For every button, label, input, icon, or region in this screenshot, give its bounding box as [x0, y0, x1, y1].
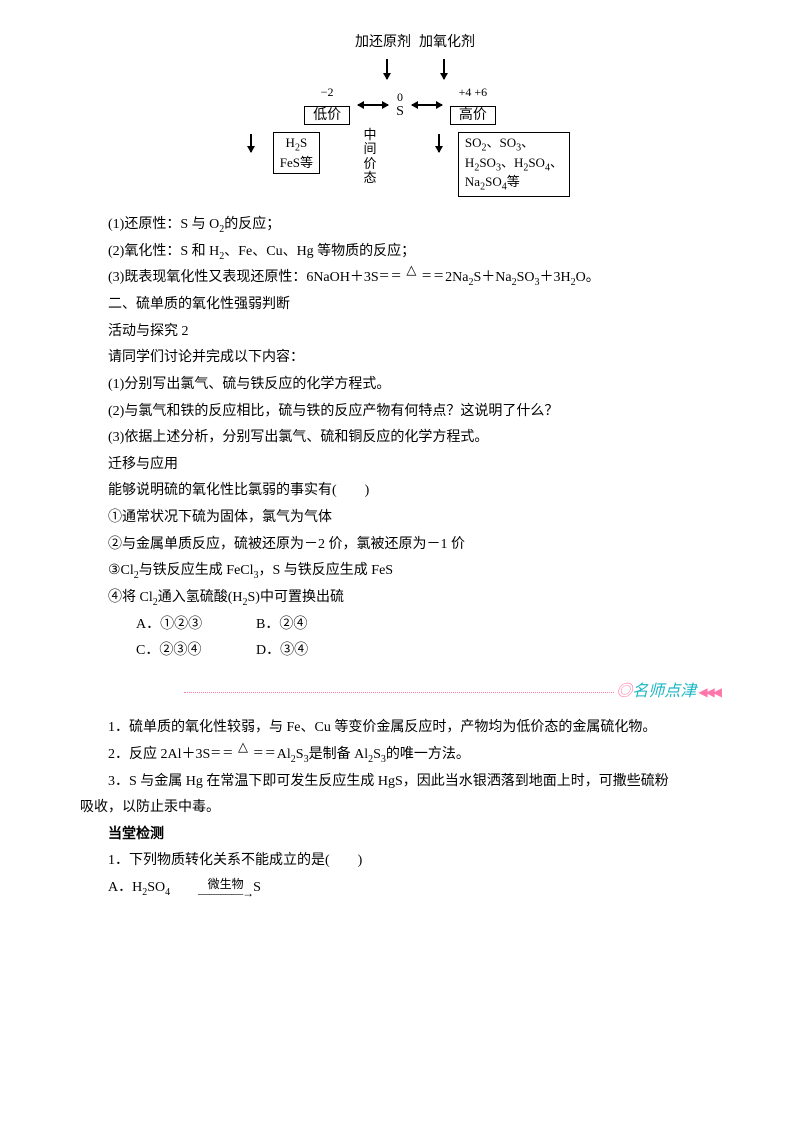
- option-a: A．①②③: [108, 612, 228, 639]
- text-line: 迁移与应用: [80, 452, 720, 479]
- section-divider: ◎名师点津◀◀◀: [80, 677, 720, 707]
- text-line: 3．S 与金属 Hg 在常温下即可发生反应生成 HgS，因此当水银洒落到地面上时…: [80, 769, 720, 796]
- reaction-condition-heat: ＝＝ △ ＝＝: [210, 747, 277, 759]
- option-row: C．②③④D．③④: [80, 638, 720, 665]
- arrow-down: [386, 59, 388, 79]
- arrow-down: [250, 134, 252, 152]
- text-line: 吸收，以防止汞中毒。: [80, 795, 720, 822]
- text-line: 1．硫单质的氧化性较弱，与 Fe、Cu 等变价金属反应时，产物均为低价态的金属硫…: [80, 715, 720, 742]
- text-line: ②与金属单质反应，硫被还原为－2 价，氯被还原为－1 价: [80, 532, 720, 559]
- question-stem: 能够说明硫的氧化性比氯弱的事实有( ): [80, 478, 720, 505]
- option-a: A．H2SO4微生物————→S: [80, 875, 720, 902]
- text-line: (1)分别写出氯气、硫与铁反应的化学方程式。: [80, 372, 720, 399]
- oxidation-state-diagram: 加还原剂 加氧化剂 −2 低价 0 S +4 +6 高价 H2SFeS等 中 间…: [230, 30, 570, 197]
- text-line: (2)与氯气和铁的反应相比，硫与铁的反应产物有何特点？这说明了什么？: [80, 399, 720, 426]
- text-line: 2．反应 2Al＋3S＝＝ △ ＝＝Al2S3是制备 Al2S3的唯一方法。: [80, 742, 720, 769]
- low-compounds-box: H2SFeS等: [273, 132, 320, 174]
- question-stem: 1．下列物质转化关系不能成立的是( ): [80, 848, 720, 875]
- low-valence-box: 低价: [304, 106, 350, 125]
- high-valence-box: 高价: [450, 106, 496, 125]
- label-reductant: 加还原剂: [355, 30, 411, 57]
- option-c: C．②③④: [108, 638, 228, 665]
- text-line: (2)氧化性：S 和 H2、Fe、Cu、Hg 等物质的反应；: [80, 239, 720, 266]
- text-line: (1)还原性：S 与 O2的反应；: [80, 212, 720, 239]
- double-arrow: [412, 104, 442, 106]
- reaction-arrow-micro: 微生物————→: [170, 880, 253, 896]
- text-line: (3)既表现氧化性又表现还原性：6NaOH＋3S＝＝ △ ＝＝2Na2S＋Na2…: [80, 265, 720, 292]
- reaction-condition-heat: ＝＝ △ ＝＝: [379, 270, 446, 282]
- ox-neg2: −2: [304, 81, 350, 104]
- ox-zero: 0: [396, 90, 404, 104]
- text-line: ③Cl2与铁反应生成 FeCl3，S 与铁反应生成 FeS: [80, 558, 720, 585]
- text-line: ①通常状况下硫为固体，氯气为气体: [80, 505, 720, 532]
- center-s: S: [396, 104, 404, 121]
- exercise-heading: 当堂检测: [80, 822, 720, 849]
- arrow-down: [443, 59, 445, 79]
- option-d: D．③④: [228, 638, 308, 665]
- option-row: A．①②③B．②④: [80, 612, 720, 639]
- activity-heading: 活动与探究 2: [80, 319, 720, 346]
- text-line: ④将 Cl2通入氢硫酸(H2S)中可置换出硫: [80, 585, 720, 612]
- arrow-down: [438, 134, 440, 152]
- option-b: B．②④: [228, 612, 307, 639]
- center-vertical-text: 中 间 价 态: [363, 128, 376, 185]
- high-compounds-box: SO2、SO3、H2SO3、H2SO4、Na2SO4等: [458, 132, 570, 197]
- section-heading: 二、硫单质的氧化性强弱判断: [80, 292, 720, 319]
- label-oxidant: 加氧化剂: [419, 30, 475, 57]
- ox-pos: +4 +6: [450, 81, 496, 104]
- text-line: (3)依据上述分析，分别写出氯气、硫和铜反应的化学方程式。: [80, 425, 720, 452]
- double-arrow: [358, 104, 388, 106]
- text-line: 请同学们讨论并完成以下内容：: [80, 345, 720, 372]
